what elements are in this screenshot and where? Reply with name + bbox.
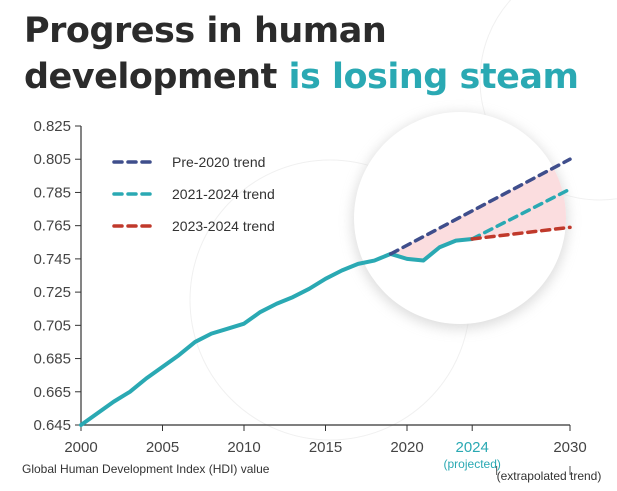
y-tick-label: 0.725 — [33, 284, 71, 301]
x-tick-label: 2005 — [146, 439, 179, 456]
chart-axes — [75, 125, 571, 431]
x-tick-label: 2000 — [64, 439, 97, 456]
trend-gap-area — [390, 159, 566, 261]
title-line-1: Progress in human — [24, 11, 387, 51]
y-tick-label: 0.785 — [33, 184, 71, 201]
legend-label: Pre-2020 trend — [172, 154, 265, 170]
x-tick-label: 2024 — [456, 439, 489, 456]
hdi-series-line — [79, 236, 475, 427]
2023-2024-trend-line — [470, 225, 572, 241]
2021-2024-trend-line — [470, 187, 572, 241]
x-axis-title: Global Human Development Index (HDI) val… — [22, 462, 270, 476]
axis-labels: 0.645 0.665 0.685 0.705 0.725 0.745 0.765 0.785… — [22, 118, 601, 483]
x-tick-label: 2030 — [553, 439, 586, 456]
y-tick-label: 0.665 — [33, 384, 71, 401]
legend-label: 2021-2024 trend — [172, 186, 275, 202]
projected-note: (projected) — [444, 457, 501, 471]
y-tick-label: 0.745 — [33, 251, 71, 268]
trend-gap-fill — [390, 159, 566, 261]
extrapolated-note: (extrapolated trend) — [497, 469, 602, 483]
pre-2020-trend-line — [388, 157, 572, 256]
legend-label: 2023-2024 trend — [172, 218, 275, 234]
chart-lines — [79, 157, 572, 427]
chart-legend: Pre-2020 trend 2021-2024 trend 2023-2024 t… — [112, 154, 275, 234]
y-tick-label: 0.825 — [33, 118, 71, 135]
y-tick-label: 0.765 — [33, 218, 71, 235]
extrapolated-bracket — [496, 466, 571, 475]
y-tick-label: 0.705 — [33, 317, 71, 334]
title-line-2-start: development — [24, 57, 277, 97]
y-tick-label: 0.805 — [33, 151, 71, 168]
title-accent: is losing steam — [288, 57, 579, 97]
background-circle — [479, 0, 617, 201]
chart-title: Progress in human development is losing … — [24, 8, 579, 100]
x-tick-label: 2010 — [227, 439, 260, 456]
x-tick-label: 2015 — [309, 439, 342, 456]
y-tick-label: 0.645 — [33, 417, 71, 434]
x-tick-label: 2020 — [390, 439, 423, 456]
y-tick-label: 0.685 — [33, 351, 71, 368]
